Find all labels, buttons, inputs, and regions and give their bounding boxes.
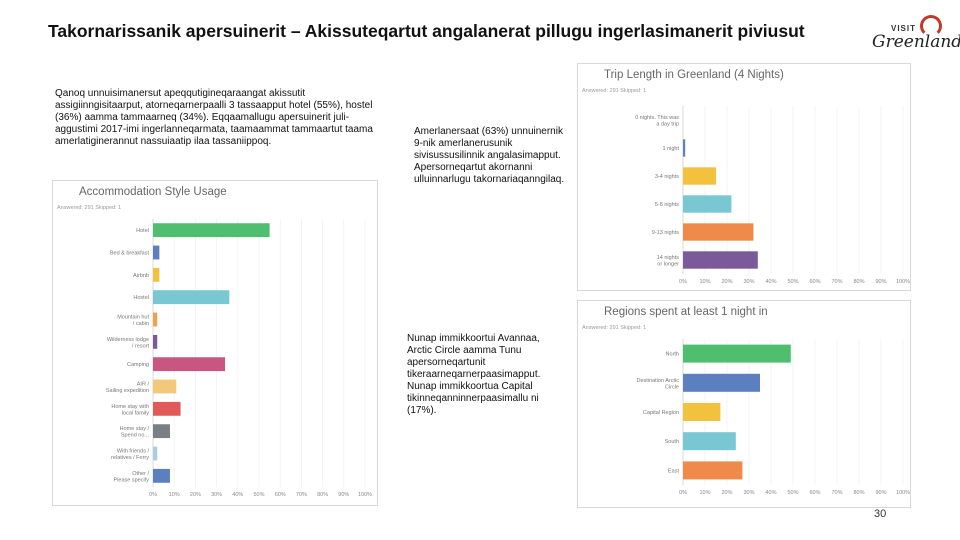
category-label: South <box>665 439 679 445</box>
x-tick-label: 10% <box>699 279 710 285</box>
category-label: Home stay with local family <box>111 404 149 417</box>
bar <box>153 468 170 483</box>
category-label: With friends / relatives / Ferry <box>111 449 149 462</box>
bar <box>153 379 177 394</box>
x-tick-label: 100% <box>358 492 372 498</box>
category-label: Home stay / Spend no... <box>120 426 150 439</box>
bar <box>683 223 754 241</box>
x-tick-label: 10% <box>169 492 180 498</box>
bar <box>683 195 732 213</box>
x-tick-label: 30% <box>743 279 754 285</box>
bar <box>153 267 160 282</box>
x-tick-label: 100% <box>896 279 910 285</box>
chart-title: Accommodation Style Usage <box>79 186 227 198</box>
regions-chart: Regions spent at least 1 night in Answere… <box>577 300 911 508</box>
bar <box>683 344 791 363</box>
x-tick-label: 60% <box>275 492 286 498</box>
bar <box>683 139 686 157</box>
x-tick-label: 70% <box>296 492 307 498</box>
x-tick-label: 0% <box>149 492 157 498</box>
x-tick-label: 60% <box>809 490 820 496</box>
regions-paragraph: Nunap immikkoortui Avannaa, Arctic Circl… <box>407 333 541 416</box>
x-tick-label: 40% <box>232 492 243 498</box>
x-tick-label: 70% <box>831 279 842 285</box>
x-tick-label: 80% <box>853 490 864 496</box>
chart-title: Trip Length in Greenland (4 Nights) <box>604 69 784 81</box>
bar <box>153 223 270 238</box>
bar <box>153 245 160 260</box>
category-label: Other / Please specify <box>114 471 150 484</box>
x-tick-label: 30% <box>211 492 222 498</box>
trip-svg: Trip Length in Greenland (4 Nights) Answe… <box>582 69 910 285</box>
x-tick-label: 20% <box>721 490 732 496</box>
chart-meta: Answered: 291 Skipped: 1 <box>57 205 121 211</box>
category-label: 9-13 nights <box>652 230 679 236</box>
bar <box>153 446 158 461</box>
accommodation-chart: Accommodation Style Usage Answered: 291 S… <box>52 180 378 506</box>
x-tick-label: 0% <box>679 490 687 496</box>
chart-meta: Answered: 291 Skipped: 1 <box>582 325 646 331</box>
x-tick-label: 50% <box>787 490 798 496</box>
bar <box>683 432 736 451</box>
x-tick-label: 90% <box>875 490 886 496</box>
category-label: Bed & breakfast <box>110 251 150 257</box>
bar <box>683 373 760 392</box>
x-tick-label: 90% <box>338 492 349 498</box>
bar <box>153 401 181 416</box>
category-label: 0 nights. This was a day trip <box>635 115 679 128</box>
logo-script-text: Greenland <box>872 32 960 52</box>
bar <box>153 357 226 372</box>
x-tick-label: 90% <box>875 279 886 285</box>
category-label: Wilderness lodge / resort <box>107 337 150 350</box>
slide-title: Takornarissanik apersuinerit – Akissuteq… <box>48 21 805 41</box>
x-tick-label: 10% <box>699 490 710 496</box>
accommodation-paragraph: Qanoq unnuisimanersut apeqqutigineqaraan… <box>55 88 373 147</box>
bar <box>683 251 758 269</box>
bar <box>153 290 230 305</box>
category-label: 1 night <box>662 146 679 152</box>
x-tick-label: 40% <box>765 279 776 285</box>
category-label: 14 nights or longer <box>657 255 680 268</box>
category-label: 3-4 nights <box>655 174 679 180</box>
x-tick-label: 20% <box>721 279 732 285</box>
chart-meta: Answered: 291 Skipped: 1 <box>582 88 646 94</box>
bar <box>153 312 158 327</box>
bar <box>683 167 716 185</box>
x-tick-label: 50% <box>787 279 798 285</box>
category-label: Hotel <box>136 228 149 234</box>
bar <box>153 334 158 349</box>
bar <box>683 461 743 480</box>
category-label: Hostel <box>133 295 149 301</box>
accommodation-svg: Accommodation Style Usage Answered: 291 S… <box>57 186 372 498</box>
category-label: 5-8 nights <box>655 202 679 208</box>
category-label: Mountain hut / cabin <box>117 315 149 328</box>
trip-length-paragraph: Amerlanersaat (63%) unnuinernik 9-nik am… <box>414 126 565 185</box>
bar <box>683 403 721 421</box>
category-label: AIR / Sailing expedition <box>106 382 150 395</box>
x-tick-label: 50% <box>253 492 264 498</box>
trip-length-chart: Trip Length in Greenland (4 Nights) Answe… <box>577 63 911 291</box>
regions-svg: Regions spent at least 1 night in Answere… <box>582 306 910 496</box>
category-label: Airbnb <box>133 273 149 279</box>
x-tick-label: 30% <box>743 490 754 496</box>
x-tick-label: 80% <box>317 492 328 498</box>
x-tick-label: 70% <box>831 490 842 496</box>
category-label: Capital Region <box>643 410 679 416</box>
category-label: Camping <box>127 362 149 368</box>
visit-greenland-logo: VISIT Greenland <box>868 12 960 58</box>
x-tick-label: 60% <box>809 279 820 285</box>
category-label: Destination Arctic Circle <box>637 378 680 391</box>
x-tick-label: 20% <box>190 492 201 498</box>
category-label: East <box>668 468 679 474</box>
x-tick-label: 100% <box>896 490 910 496</box>
x-tick-label: 40% <box>765 490 776 496</box>
logo-visit-text: VISIT <box>890 24 916 33</box>
page-number: 30 <box>874 508 887 520</box>
category-label: North <box>666 352 679 358</box>
logo-sun-icon <box>920 15 942 37</box>
chart-title: Regions spent at least 1 night in <box>604 306 768 318</box>
bar <box>153 424 170 439</box>
x-tick-label: 80% <box>853 279 864 285</box>
x-tick-label: 0% <box>679 279 687 285</box>
